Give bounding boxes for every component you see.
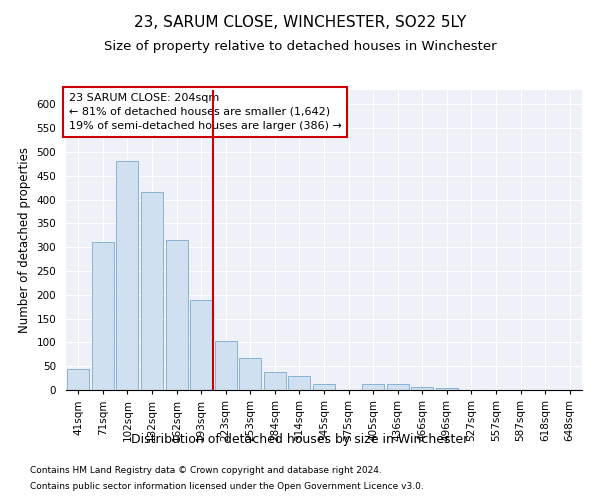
- Text: 23 SARUM CLOSE: 204sqm
← 81% of detached houses are smaller (1,642)
19% of semi-: 23 SARUM CLOSE: 204sqm ← 81% of detached…: [68, 93, 341, 131]
- Bar: [141, 192, 163, 390]
- Text: Contains public sector information licensed under the Open Government Licence v3: Contains public sector information licen…: [30, 482, 424, 491]
- Bar: [313, 384, 335, 390]
- Text: 23, SARUM CLOSE, WINCHESTER, SO22 5LY: 23, SARUM CLOSE, WINCHESTER, SO22 5LY: [134, 15, 466, 30]
- Text: Contains HM Land Registry data © Crown copyright and database right 2024.: Contains HM Land Registry data © Crown c…: [30, 466, 382, 475]
- Bar: [166, 240, 188, 390]
- Bar: [92, 242, 114, 390]
- Text: Size of property relative to detached houses in Winchester: Size of property relative to detached ho…: [104, 40, 496, 53]
- Y-axis label: Number of detached properties: Number of detached properties: [18, 147, 31, 333]
- Bar: [436, 388, 458, 390]
- Bar: [190, 300, 212, 390]
- Bar: [239, 358, 262, 390]
- Bar: [362, 384, 384, 390]
- Bar: [116, 162, 139, 390]
- Bar: [386, 384, 409, 390]
- Bar: [411, 387, 433, 390]
- Bar: [67, 368, 89, 390]
- Text: Distribution of detached houses by size in Winchester: Distribution of detached houses by size …: [131, 432, 469, 446]
- Bar: [289, 376, 310, 390]
- Bar: [264, 372, 286, 390]
- Bar: [215, 342, 237, 390]
